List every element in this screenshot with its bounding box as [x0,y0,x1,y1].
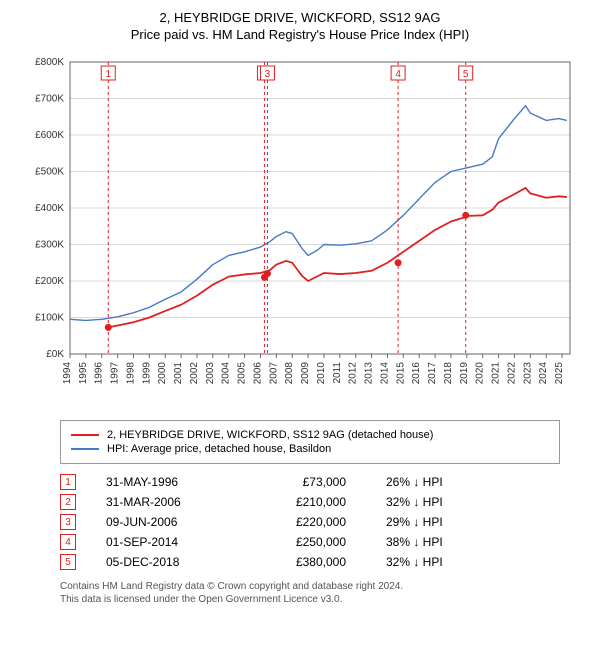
svg-text:£100K: £100K [35,313,64,324]
svg-text:2012: 2012 [348,362,359,385]
sale-hpi-diff: 26% ↓ HPI [386,475,486,489]
sale-hpi-diff: 32% ↓ HPI [386,495,486,509]
svg-text:2025: 2025 [554,362,565,385]
svg-text:3: 3 [265,69,271,80]
sale-marker-number: 1 [60,474,76,490]
sale-hpi-diff: 29% ↓ HPI [386,515,486,529]
svg-text:1997: 1997 [110,362,121,385]
svg-text:2017: 2017 [427,362,438,385]
sale-price: £73,000 [246,475,386,489]
svg-text:£600K: £600K [35,130,64,141]
sale-date: 01-SEP-2014 [106,535,246,549]
svg-text:2022: 2022 [506,362,517,385]
svg-text:4: 4 [395,69,401,80]
svg-text:2002: 2002 [189,362,200,385]
footer-line-2: This data is licensed under the Open Gov… [60,593,560,606]
sale-row: 4 01-SEP-2014£250,00038% ↓ HPI [60,534,560,550]
svg-text:2015: 2015 [395,362,406,385]
svg-text:1996: 1996 [94,362,105,385]
svg-text:2013: 2013 [364,362,375,385]
svg-text:2009: 2009 [300,362,311,385]
footer-attribution: Contains HM Land Registry data © Crown c… [60,580,560,606]
sale-date: 31-MAY-1996 [106,475,246,489]
sale-date: 31-MAR-2006 [106,495,246,509]
svg-text:2006: 2006 [252,362,263,385]
sale-marker-number: 4 [60,534,76,550]
legend-row: HPI: Average price, detached house, Basi… [71,443,549,455]
svg-text:2018: 2018 [443,362,454,385]
svg-text:2023: 2023 [522,362,533,385]
svg-text:2019: 2019 [459,362,470,385]
svg-text:£300K: £300K [35,240,64,251]
svg-text:2020: 2020 [475,362,486,385]
svg-text:2014: 2014 [379,362,390,385]
legend-label: HPI: Average price, detached house, Basi… [107,443,331,455]
svg-text:2021: 2021 [491,362,502,385]
sale-row: 1 31-MAY-1996£73,00026% ↓ HPI [60,474,560,490]
sale-hpi-diff: 32% ↓ HPI [386,555,486,569]
chart-title-address: 2, HEYBRIDGE DRIVE, WICKFORD, SS12 9AG [10,10,590,25]
legend-row: 2, HEYBRIDGE DRIVE, WICKFORD, SS12 9AG (… [71,429,549,441]
legend: 2, HEYBRIDGE DRIVE, WICKFORD, SS12 9AG (… [60,420,560,464]
svg-text:£400K: £400K [35,203,64,214]
sale-marker-number: 5 [60,554,76,570]
svg-text:5: 5 [463,69,469,80]
sale-date: 05-DEC-2018 [106,555,246,569]
svg-text:1999: 1999 [141,362,152,385]
sale-row: 2 31-MAR-2006£210,00032% ↓ HPI [60,494,560,510]
sale-price: £210,000 [246,495,386,509]
svg-text:£500K: £500K [35,167,64,178]
svg-text:1995: 1995 [78,362,89,385]
svg-text:2024: 2024 [538,362,549,385]
svg-text:2004: 2004 [221,362,232,385]
sales-table: 1 31-MAY-1996£73,00026% ↓ HPI 2 31-MAR-2006… [60,474,560,570]
svg-text:1994: 1994 [62,362,73,385]
svg-text:£800K: £800K [35,57,64,68]
svg-text:£200K: £200K [35,276,64,287]
sale-row: 3 09-JUN-2006£220,00029% ↓ HPI [60,514,560,530]
svg-text:2007: 2007 [268,362,279,385]
svg-text:1998: 1998 [125,362,136,385]
svg-text:2011: 2011 [332,362,343,384]
sale-price: £250,000 [246,535,386,549]
svg-text:2003: 2003 [205,362,216,385]
legend-swatch [71,448,99,450]
sale-price: £220,000 [246,515,386,529]
svg-text:2016: 2016 [411,362,422,385]
svg-text:2005: 2005 [237,362,248,385]
price-chart: £0K £100K £200K £300K £400K £500K £600K £700K £8… [20,52,580,412]
legend-label: 2, HEYBRIDGE DRIVE, WICKFORD, SS12 9AG (… [107,429,433,441]
legend-swatch [71,434,99,436]
sale-date: 09-JUN-2006 [106,515,246,529]
svg-text:£700K: £700K [35,94,64,105]
footer-line-1: Contains HM Land Registry data © Crown c… [60,580,560,593]
svg-text:2001: 2001 [173,362,184,385]
sale-price: £380,000 [246,555,386,569]
sale-marker-number: 2 [60,494,76,510]
svg-text:1: 1 [105,69,111,80]
svg-text:2008: 2008 [284,362,295,385]
svg-text:2000: 2000 [157,362,168,385]
sale-marker-number: 3 [60,514,76,530]
chart-svg: £0K £100K £200K £300K £400K £500K £600K £700K £8… [20,52,580,412]
svg-text:2010: 2010 [316,362,327,385]
sale-row: 5 05-DEC-2018£380,00032% ↓ HPI [60,554,560,570]
chart-subtitle: Price paid vs. HM Land Registry's House … [10,27,590,42]
svg-text:£0K: £0K [46,349,64,360]
sale-hpi-diff: 38% ↓ HPI [386,535,486,549]
